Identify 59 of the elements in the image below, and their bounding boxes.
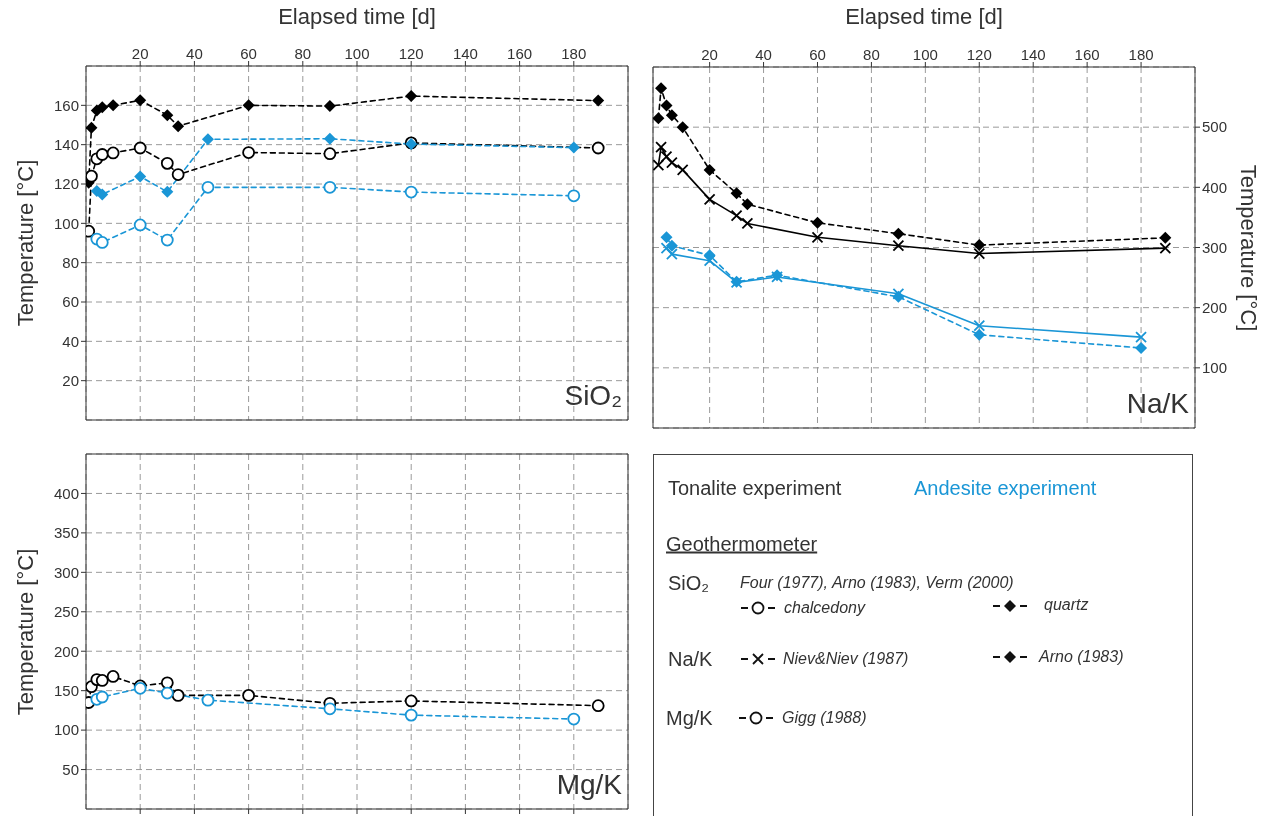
text: Na/K — [668, 647, 713, 671]
text: SiO₂ — [668, 571, 710, 595]
text: Gigg (1988) — [782, 708, 867, 728]
y-tick-label: 200 — [1202, 298, 1228, 316]
y-tick-label: 100 — [53, 214, 79, 232]
x-tick-label: 80 — [863, 46, 880, 63]
y-tick-label: 100 — [1202, 359, 1228, 377]
x-tick-label: 140 — [452, 45, 478, 62]
y-tick-label: 200 — [53, 642, 79, 660]
y-tick-label: 100 — [53, 721, 79, 739]
text: chalcedony — [784, 598, 865, 618]
y-tick-label: 160 — [53, 96, 79, 114]
y-axis-title: Temperature [°C] — [1235, 164, 1261, 331]
x-tick-label: 120 — [398, 45, 424, 62]
y-tick-label: 400 — [1202, 178, 1228, 196]
y-tick-label: 300 — [53, 563, 79, 581]
y-tick-label: 500 — [1202, 118, 1228, 136]
x-tick-label: 140 — [1020, 46, 1046, 63]
y-tick-label: 300 — [1202, 238, 1228, 256]
text: Mg/K — [556, 769, 622, 801]
text: quartz — [1044, 595, 1089, 615]
x-tick-label: 20 — [701, 46, 718, 63]
x-tick-label: 40 — [755, 46, 772, 63]
x-tick-label: 20 — [131, 45, 149, 62]
text: Four (1977), Arno (1983), Verm (2000) — [740, 573, 1014, 593]
x-axis-title: Elapsed time [d] — [277, 4, 437, 30]
x-tick-label: 60 — [809, 46, 826, 63]
y-tick-label: 150 — [53, 681, 79, 699]
x-tick-label: 100 — [344, 45, 370, 62]
x-tick-label: 160 — [507, 45, 533, 62]
x-tick-label: 100 — [912, 46, 938, 63]
y-tick-label: 60 — [62, 293, 79, 311]
y-tick-label: 400 — [53, 484, 79, 502]
y-axis-title: Temperature [°C] — [13, 548, 39, 715]
text: Andesite experiment — [914, 476, 1097, 500]
y-tick-label: 20 — [62, 371, 79, 389]
x-tick-label: 120 — [966, 46, 992, 63]
x-tick-label: 40 — [186, 45, 203, 62]
y-tick-label: 120 — [53, 175, 79, 193]
text: Tonalite experiment — [668, 476, 842, 500]
x-tick-label: 180 — [1128, 46, 1154, 63]
text: SiO₂ — [564, 380, 622, 412]
x-tick-label: 80 — [294, 45, 312, 62]
text: Na/K — [1126, 388, 1189, 420]
y-axis-title: Temperature [°C] — [13, 159, 39, 327]
y-tick-label: 140 — [53, 135, 79, 153]
y-tick-label: 40 — [62, 332, 79, 350]
x-tick-label: 160 — [1074, 46, 1100, 63]
text: Geothermometer — [666, 532, 818, 556]
y-tick-label: 350 — [53, 524, 79, 542]
text: Niev&Niev (1987) — [783, 649, 909, 669]
x-tick-label: 180 — [561, 45, 587, 62]
y-tick-label: 80 — [62, 253, 79, 271]
text: Arno (1983) — [1039, 647, 1124, 667]
text: Mg/K — [666, 706, 713, 730]
y-tick-label: 250 — [53, 603, 79, 621]
x-tick-label: 60 — [240, 45, 257, 62]
y-tick-label: 50 — [62, 760, 79, 778]
x-axis-title: Elapsed time [d] — [844, 4, 1004, 30]
